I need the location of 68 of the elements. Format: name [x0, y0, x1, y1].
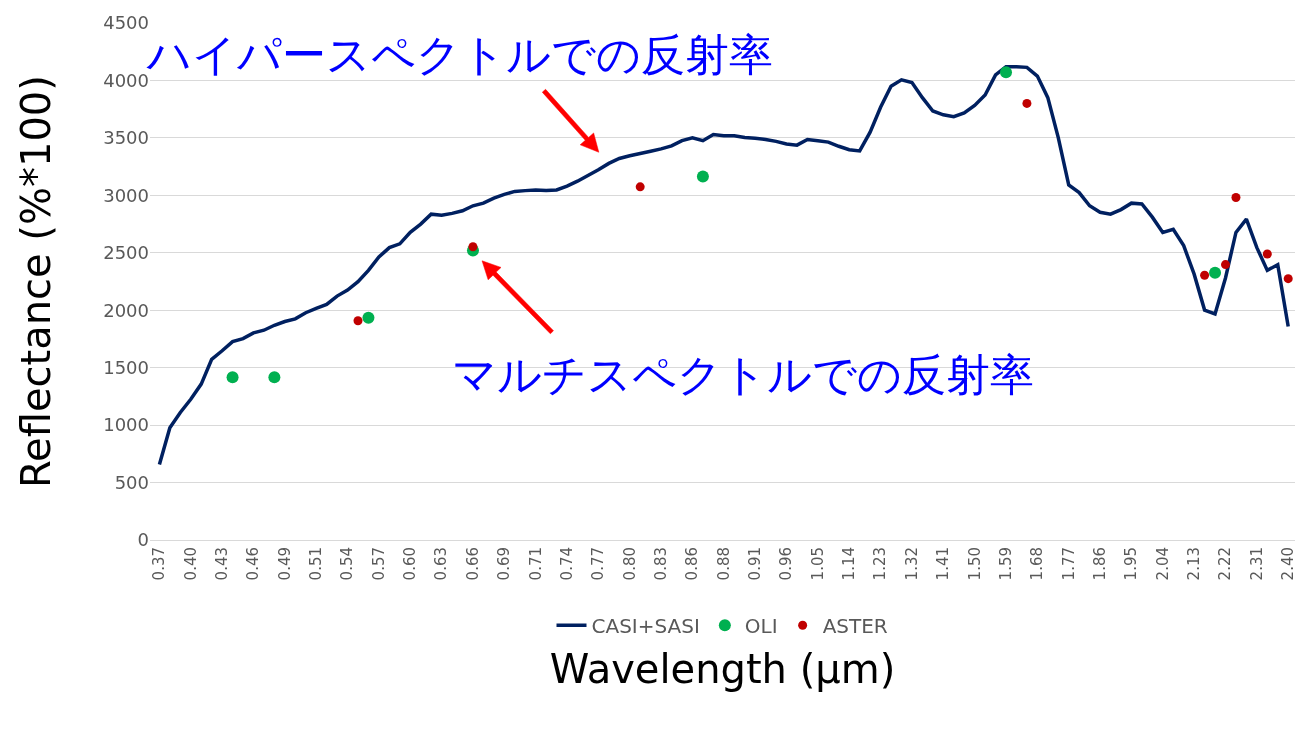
x-tick-label: 1.23: [871, 547, 890, 581]
x-tick-label: 1.05: [808, 547, 827, 581]
point: [1231, 193, 1241, 203]
y-tick-label: 1000: [103, 414, 149, 436]
point: [1022, 98, 1032, 108]
x-tick-label: 1.41: [934, 547, 953, 581]
x-tick-label: 1.95: [1122, 547, 1141, 581]
x-tick-label: 0.80: [620, 547, 639, 581]
x-tick-label: 1.32: [902, 547, 921, 581]
x-tick-label: 0.54: [338, 547, 357, 581]
x-tick-label: 1.86: [1090, 547, 1109, 581]
x-tick-label: 2.04: [1153, 547, 1172, 581]
x-tick-label: 0.77: [589, 547, 608, 581]
y-tick-label: 3000: [103, 184, 149, 206]
x-tick-label: 1.50: [965, 547, 984, 581]
point: [1209, 266, 1222, 279]
point: [1000, 66, 1013, 79]
y-tick-label: 4000: [103, 69, 149, 91]
y-tick-label: 3500: [103, 127, 149, 149]
point: [696, 170, 709, 183]
x-tick-label: 0.51: [307, 547, 326, 581]
point: [1200, 270, 1210, 280]
x-tick-label: 0.83: [651, 547, 670, 581]
point: [635, 182, 645, 192]
x-tick-label: 0.37: [150, 547, 169, 581]
x-axis-title: Wavelength (µm): [549, 645, 896, 692]
x-tick-label: 1.77: [1059, 547, 1078, 581]
x-tick-label: 2.22: [1216, 547, 1235, 581]
legend-label: CASI+SASI: [591, 614, 700, 639]
point: [1221, 260, 1230, 270]
legend-label: ASTER: [822, 614, 888, 639]
point: [226, 371, 239, 384]
x-tick-label: 0.63: [432, 547, 451, 581]
x-tick-label: 1.14: [840, 547, 859, 581]
x-tick-label: 0.60: [401, 547, 420, 581]
point: [1283, 274, 1293, 284]
x-tick-label: 1.59: [996, 547, 1015, 581]
x-tick-label: 0.88: [714, 547, 733, 581]
x-tick-label: 0.57: [369, 547, 388, 581]
x-tick-label: 0.43: [212, 547, 231, 581]
x-tick-label: 0.49: [275, 547, 294, 581]
y-tick-label: 2000: [103, 299, 149, 321]
x-tick-label: 0.69: [495, 547, 514, 581]
x-tick-label: 0.40: [181, 547, 200, 581]
annotation: マルチスペクトルでの反射率: [452, 349, 1034, 400]
y-tick-label: 0: [137, 529, 149, 551]
x-tick-label: 2.31: [1247, 547, 1266, 581]
x-tick-label: 0.91: [746, 547, 765, 581]
x-tick-label: 0.74: [557, 547, 576, 581]
y-tick-label: 1500: [103, 356, 149, 378]
x-tick-label: 0.46: [244, 547, 263, 581]
x-tick-label: 2.40: [1279, 547, 1298, 581]
point: [362, 311, 375, 324]
point: [268, 371, 281, 384]
legend-label: OLI: [744, 614, 778, 639]
x-tick-label: 0.66: [463, 547, 482, 581]
point: [353, 316, 363, 326]
x-tick-label: 0.71: [526, 547, 545, 581]
x-tick-label: 1.68: [1028, 547, 1047, 581]
x-tick-label: 2.13: [1185, 547, 1204, 581]
y-tick-label: 2500: [103, 242, 149, 264]
y-tick-label: 4500: [103, 12, 149, 34]
x-tick-label: 0.86: [683, 547, 702, 581]
x-tick-label: 0.96: [777, 547, 796, 581]
y-axis-title: Reflectance (%*100): [12, 75, 59, 488]
point: [1262, 249, 1272, 259]
point: [468, 242, 478, 252]
y-tick-label: 500: [114, 471, 149, 493]
